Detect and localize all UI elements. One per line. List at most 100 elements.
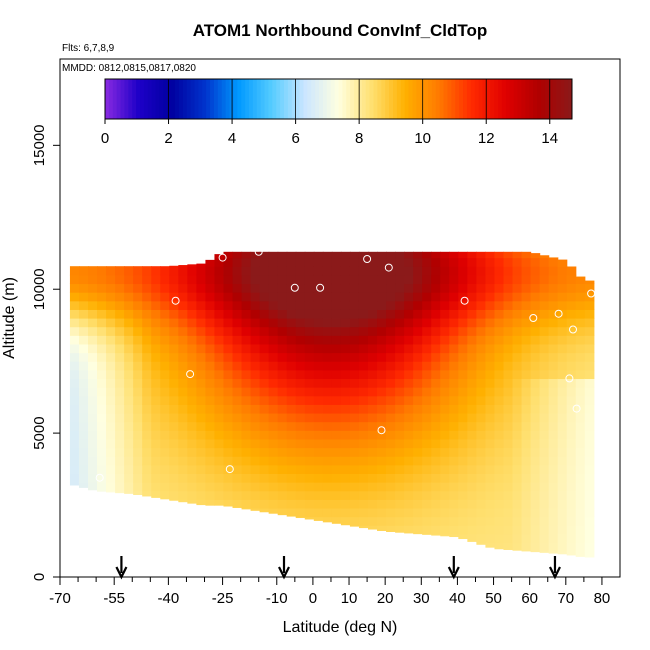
heat-cell xyxy=(106,490,116,493)
heat-cell xyxy=(566,456,577,466)
heat-cell xyxy=(286,326,297,336)
heat-cell xyxy=(503,318,514,328)
heat-cell xyxy=(304,300,315,310)
heat-cell xyxy=(584,499,595,509)
heat-cell xyxy=(575,361,586,371)
heat-cell xyxy=(241,352,252,362)
heat-cell xyxy=(349,274,360,285)
heat-cell xyxy=(340,361,351,371)
heat-cell xyxy=(97,473,107,483)
heat-cell xyxy=(196,412,207,423)
heat-cell xyxy=(377,251,387,259)
heat-cell xyxy=(530,473,541,483)
heat-cell xyxy=(277,283,288,293)
heat-cell xyxy=(322,516,333,523)
heat-cell xyxy=(539,274,550,285)
heat-cell xyxy=(160,438,170,449)
heat-cell xyxy=(133,335,143,345)
heat-cell xyxy=(142,387,152,397)
heat-cell xyxy=(512,464,523,474)
heat-cell xyxy=(386,421,396,431)
heat-cell xyxy=(250,387,261,397)
heat-cell xyxy=(548,430,559,440)
heat-cell xyxy=(449,300,459,310)
sample-point xyxy=(384,263,393,272)
heat-cell xyxy=(476,361,487,371)
heat-cell xyxy=(485,387,496,397)
heat-cell xyxy=(494,361,505,371)
heat-cell xyxy=(88,447,98,457)
heat-cell xyxy=(106,292,116,302)
heat-cell xyxy=(431,352,441,362)
heat-cell xyxy=(133,292,143,302)
heat-cell xyxy=(512,421,523,431)
heat-cell xyxy=(377,473,387,483)
heat-cell xyxy=(268,361,279,371)
heat-cell xyxy=(413,456,423,466)
heat-cell xyxy=(458,395,468,405)
heat-cell xyxy=(458,266,468,276)
heat-cell xyxy=(512,516,523,526)
heat-cell xyxy=(78,430,89,440)
heat-cell xyxy=(566,507,577,518)
heat-cell xyxy=(368,516,378,526)
sample-point xyxy=(587,289,596,298)
heat-cell xyxy=(340,516,351,526)
heat-cell xyxy=(340,447,351,457)
heat-cell xyxy=(295,335,306,345)
heat-cell xyxy=(286,507,297,517)
heat-cell xyxy=(494,335,505,345)
heat-cell xyxy=(259,309,270,319)
heat-cell xyxy=(151,309,161,319)
heat-cell xyxy=(494,456,505,466)
heat-cell xyxy=(160,300,170,310)
heat-cell xyxy=(178,482,188,492)
heat-cell xyxy=(277,300,288,310)
heat-cell xyxy=(358,352,369,362)
heat-cell xyxy=(133,421,143,431)
heat-cell xyxy=(539,352,550,362)
heat-cell xyxy=(557,300,568,310)
heat-cell xyxy=(566,490,577,500)
colorbar-swatch xyxy=(330,79,336,119)
heat-cell xyxy=(259,421,270,431)
heat-cell xyxy=(368,335,378,345)
heat-cell xyxy=(259,257,270,267)
heat-cell xyxy=(187,499,197,504)
heat-cell xyxy=(313,447,324,457)
heat-cell xyxy=(530,369,541,380)
heat-cell xyxy=(286,387,297,397)
heat-cell xyxy=(268,378,279,388)
heat-cell xyxy=(133,430,143,440)
heat-cell xyxy=(69,412,80,423)
heat-cell xyxy=(232,257,243,267)
heat-cell xyxy=(88,326,98,336)
heat-cell xyxy=(404,507,414,518)
heat-cell xyxy=(503,352,514,362)
y-tick-label: 5000 xyxy=(31,416,48,449)
colorbar-swatch xyxy=(221,79,227,119)
heat-cell xyxy=(449,404,459,414)
heat-cell xyxy=(530,490,541,500)
chart-title: ATOM1 Northbound ConvInf_CldTop xyxy=(193,21,488,40)
heat-cell xyxy=(449,283,459,293)
heat-cell xyxy=(268,257,279,267)
heat-cell xyxy=(268,490,279,500)
heat-cell xyxy=(232,464,243,474)
heat-cell xyxy=(169,404,179,414)
heat-cell xyxy=(259,274,270,285)
heat-cell xyxy=(160,369,170,380)
heat-cell xyxy=(413,447,423,457)
heat-cell xyxy=(395,447,405,457)
heat-cell xyxy=(142,395,152,405)
heat-cell xyxy=(358,266,369,276)
heat-cell xyxy=(69,274,80,285)
heat-cell xyxy=(431,516,441,526)
heat-cell xyxy=(449,335,459,345)
heat-cell xyxy=(440,473,450,483)
heat-cell xyxy=(331,464,342,474)
heat-cell xyxy=(295,251,306,259)
heat-cell xyxy=(196,361,207,371)
heat-cell xyxy=(368,387,378,397)
heat-cell xyxy=(476,266,487,276)
